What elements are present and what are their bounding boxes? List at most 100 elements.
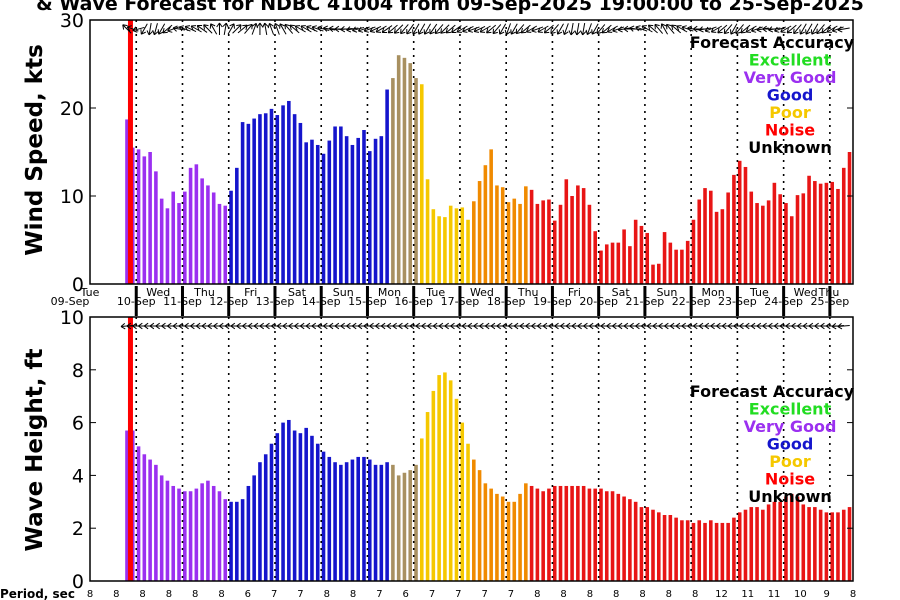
wave-bar: [564, 485, 569, 581]
wave-bar: [350, 459, 355, 581]
wave-bar: [258, 462, 262, 581]
wind-arrow-shaft: [526, 25, 538, 33]
day-name-label: Tue: [425, 286, 445, 299]
wind-bar: [714, 211, 719, 284]
period-value: 8: [139, 589, 145, 600]
wave-arrow-head: [629, 322, 634, 330]
wind-arrow-shaft: [654, 24, 664, 34]
wave-bar: [298, 433, 303, 581]
wind-direction-arrow: [273, 22, 280, 35]
wind-arrow-shaft: [666, 24, 675, 34]
day-separator: [782, 286, 786, 316]
legend-entry: Good: [767, 435, 814, 454]
wind-plot-frame: [89, 19, 854, 285]
wave-bar: [720, 522, 725, 581]
day-name-label: Sat: [288, 286, 307, 299]
wind-arrow-head: [665, 23, 672, 30]
wave-arrow-head: [334, 322, 340, 330]
wind-arrow-shaft: [510, 23, 518, 35]
wave-bar: [795, 496, 800, 581]
wind-arrow-shaft: [223, 23, 227, 35]
period-value: 7: [429, 589, 435, 600]
wind-arrow-shaft: [173, 27, 186, 31]
wind-bar: [223, 205, 228, 284]
wind-direction-arrow: [456, 25, 468, 33]
wind-direction-arrow: [740, 24, 751, 34]
wind-direction-arrow: [284, 23, 294, 34]
wind-arrow-shaft: [780, 25, 792, 33]
wind-direction-arrow: [647, 24, 658, 34]
wave-bar: [206, 480, 210, 581]
wave-bar: [784, 496, 788, 581]
wind-bar: [581, 188, 586, 284]
wind-bar: [483, 165, 488, 284]
day-name-label: Sun: [656, 286, 677, 299]
wave-arrow-head: [733, 322, 738, 330]
wind-bar: [622, 229, 626, 284]
wind-arrow-head: [641, 25, 647, 31]
wind-direction-arrow: [479, 25, 491, 33]
wind-arrow-head: [429, 29, 435, 35]
wind-arrow-head: [247, 23, 253, 30]
wave-bar: [830, 512, 834, 581]
wave-arrow-head: [172, 322, 178, 330]
wind-arrow-head: [363, 26, 369, 33]
wave-arrow-head: [768, 322, 773, 330]
wind-direction-arrow: [821, 24, 832, 34]
wind-arrow-head: [346, 26, 352, 33]
wind-arrow-head: [826, 27, 832, 33]
legend-title: Forecast Accuracy: [690, 33, 855, 52]
wind-arrow-shaft: [445, 24, 456, 34]
wave-arrow-head: [438, 322, 444, 330]
period-value: 7: [376, 589, 382, 600]
wind-arrow-head: [256, 22, 264, 28]
wind-arrow-head: [381, 27, 388, 33]
wind-arrow-shaft: [601, 24, 612, 34]
wind-bar: [269, 108, 274, 284]
day-date-label: 16-Sep: [394, 295, 433, 308]
wave-arrow-head: [837, 323, 843, 330]
wave-arrow-head: [802, 322, 808, 330]
wave-arrow-head: [588, 322, 594, 330]
wave-bar: [495, 493, 499, 581]
wind-arrow-head: [723, 28, 730, 35]
wind-bar: [472, 201, 476, 284]
wind-bar: [327, 140, 332, 284]
wave-bar: [524, 483, 528, 581]
wave-bar: [391, 464, 395, 581]
wind-arrow-head: [537, 27, 543, 33]
wind-arrow-shaft: [486, 24, 497, 34]
wind-bar: [512, 198, 517, 284]
wind-arrow-shaft: [576, 23, 580, 35]
wind-direction-arrow: [629, 25, 642, 32]
wave-bar: [610, 491, 615, 581]
wind-arrow-head: [445, 28, 452, 34]
wind-bar: [142, 156, 147, 284]
wind-direction-arrow: [585, 23, 592, 36]
wave-bar: [749, 507, 754, 581]
wave-bar: [847, 507, 852, 581]
wind-direction-arrow: [531, 26, 544, 33]
wave-bar: [570, 485, 574, 581]
wave-bar: [477, 470, 482, 581]
wave-arrow-head: [554, 322, 559, 330]
day-separator: [273, 286, 277, 316]
wind-direction-arrow: [504, 23, 512, 36]
period-value: 8: [613, 589, 619, 600]
wind-arrow-shaft: [479, 25, 491, 33]
day-separator: [319, 286, 323, 316]
wave-bar: [315, 443, 320, 581]
wave-arrow-head: [265, 322, 270, 330]
wind-direction-arrow: [717, 24, 728, 34]
wind-direction-arrow: [140, 23, 148, 35]
wind-bar: [818, 183, 823, 284]
wave-bar: [732, 517, 736, 581]
wind-direction-arrow: [671, 24, 682, 34]
wind-direction-arrow: [698, 26, 712, 33]
wave-bar: [165, 480, 170, 581]
wave-y-tick-label: 0: [72, 571, 84, 593]
wind-direction-arrow: [568, 23, 575, 36]
wind-bar: [720, 209, 725, 284]
wave-arrow-head: [560, 322, 565, 330]
wind-direction-arrow: [635, 25, 648, 32]
